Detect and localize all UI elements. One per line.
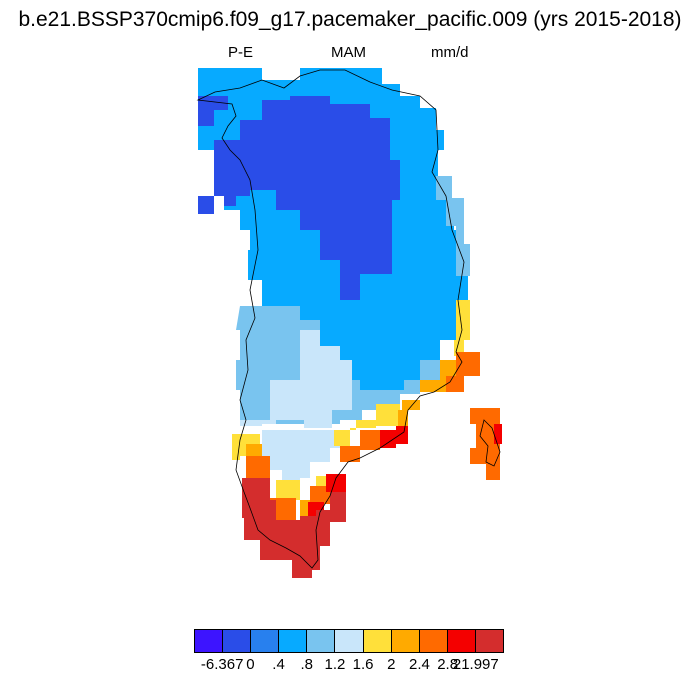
- map-region: [276, 480, 300, 500]
- map-region: [436, 176, 470, 276]
- colorbar-tick-label: 2.8: [437, 656, 459, 673]
- map-region: [262, 430, 344, 484]
- map-region: [246, 456, 270, 478]
- map-region: [198, 196, 214, 214]
- colorbar-tick-label: 21.997: [452, 656, 499, 673]
- season-label: MAM: [331, 44, 366, 61]
- colorbar-tick-label: .8: [300, 656, 313, 673]
- colorbar-swatch-8: [419, 630, 448, 652]
- colorbar-swatch-4: [307, 630, 336, 652]
- map-region: [326, 474, 346, 492]
- map-region: [334, 404, 400, 446]
- colorbar-swatch-6: [363, 630, 392, 652]
- map-region: [240, 330, 352, 428]
- colorbar-tick-label: -6.367: [200, 656, 244, 673]
- map-region: [396, 426, 408, 444]
- colorbar-tick-label: .4: [272, 656, 285, 673]
- map-region: [470, 408, 500, 480]
- colorbar-swatch-10: [475, 630, 504, 652]
- colorbar-swatch-0: [195, 630, 224, 652]
- colorbar-swatch-3: [279, 630, 308, 652]
- map-region: [398, 360, 456, 430]
- units-label: mm/d: [431, 44, 469, 61]
- plot-title: b.e21.BSSP370cmip6.f09_g17.pacemaker_pac…: [18, 8, 682, 31]
- colorbar-swatch-5: [335, 630, 364, 652]
- colorbar: [194, 629, 504, 653]
- map-region: [310, 486, 330, 504]
- map-region: [214, 96, 400, 300]
- colorbar-swatch-7: [391, 630, 420, 652]
- colorbar-tick-label: 2.4: [409, 656, 430, 673]
- map-region: [494, 424, 502, 444]
- colorbar-swatch-2: [251, 630, 280, 652]
- map-region: [380, 430, 396, 448]
- colorbar-tick-label: 0: [246, 656, 255, 673]
- map-region: [446, 352, 480, 392]
- coastline-island: [479, 419, 501, 467]
- map-regions: [198, 68, 502, 578]
- map-region: [198, 96, 228, 126]
- map-region: [270, 498, 296, 520]
- colorbar-swatch-9: [447, 630, 476, 652]
- map-region: [270, 520, 296, 540]
- colorbar-tick-label: 2: [387, 656, 396, 673]
- colorbar-swatch-1: [223, 630, 252, 652]
- colorbar-tick-label: 1.6: [352, 656, 374, 673]
- variable-label: P-E: [228, 44, 254, 61]
- map-region: [340, 430, 380, 462]
- colorbar-tick-label: 1.2: [324, 656, 346, 673]
- coastline: [196, 69, 465, 569]
